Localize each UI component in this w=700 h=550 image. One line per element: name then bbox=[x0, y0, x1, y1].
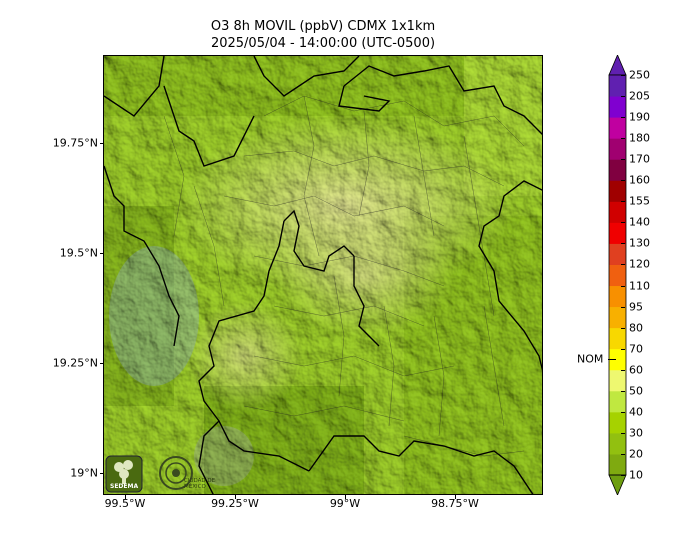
colorbar-tick-label: 60 bbox=[629, 363, 643, 377]
nom-tick bbox=[608, 359, 616, 361]
pollution-map bbox=[104, 56, 542, 494]
map-panel[interactable]: SEDEMA CIUDAD DE MÉXICO bbox=[103, 55, 543, 495]
lon-tick bbox=[235, 495, 236, 499]
colorbar-tick-label: 120 bbox=[629, 257, 650, 271]
colorbar-tick-label: 180 bbox=[629, 131, 650, 145]
colorbar-tick-label: 70 bbox=[629, 342, 643, 356]
colorbar-tick-label: 40 bbox=[629, 405, 643, 419]
lon-tick bbox=[125, 495, 126, 499]
colorbar-tick-label: 10 bbox=[629, 468, 643, 482]
colorbar-tick bbox=[621, 306, 625, 308]
colorbar-segment bbox=[609, 264, 626, 287]
lat-tick bbox=[100, 363, 104, 364]
cdmx-logo bbox=[159, 456, 193, 490]
colorbar-tick-label: 160 bbox=[629, 173, 650, 187]
colorbar-tick bbox=[621, 369, 625, 371]
lat-tick bbox=[100, 253, 104, 254]
colorbar-tick bbox=[621, 201, 625, 203]
lon-tick bbox=[345, 495, 346, 499]
colorbar-tick-label: 95 bbox=[629, 300, 643, 314]
colorbar-segment bbox=[609, 138, 626, 160]
colorbar bbox=[608, 55, 627, 495]
sedema-logo-text: SEDEMA bbox=[110, 483, 139, 490]
colorbar-tick bbox=[621, 117, 625, 119]
colorbar-segment bbox=[609, 369, 626, 392]
cdmx-logo-text: CIUDAD DE MÉXICO bbox=[184, 478, 216, 490]
colorbar-tick bbox=[621, 411, 625, 413]
colorbar-segment bbox=[609, 117, 626, 139]
lon-tick bbox=[455, 495, 456, 499]
colorbar-extend-high bbox=[608, 55, 627, 76]
lat-tick-label: 19.75°N bbox=[52, 136, 98, 150]
colorbar-tick bbox=[621, 159, 625, 161]
lon-tick-label: 99°W bbox=[329, 497, 361, 510]
colorbar-segment bbox=[609, 75, 626, 97]
colorbar-segment bbox=[609, 348, 626, 371]
colorbar-tick bbox=[621, 348, 625, 350]
map-title-line2: 2025/05/04 - 14:00:00 (UTC-0500) bbox=[210, 36, 436, 51]
colorbar-tick bbox=[621, 390, 625, 392]
colorbar-tick-label: 190 bbox=[629, 110, 650, 124]
lat-tick-label: 19.25°N bbox=[52, 356, 98, 370]
colorbar-tick bbox=[621, 432, 625, 434]
nom-label: NOM bbox=[577, 352, 604, 366]
sedema-logo bbox=[105, 455, 143, 493]
colorbar-segment bbox=[609, 306, 626, 329]
terrain-layer bbox=[104, 56, 542, 494]
colorbar-segment bbox=[609, 159, 626, 181]
colorbar-outline bbox=[608, 74, 627, 476]
colorbar-tick-label: 250 bbox=[629, 68, 650, 82]
lon-tick-label: 99.25°W bbox=[211, 497, 259, 510]
colorbar-tick-label: 170 bbox=[629, 152, 650, 166]
colorbar-tick bbox=[621, 180, 625, 182]
colorbar-tick-label: 20 bbox=[629, 447, 643, 461]
colorbar-tick bbox=[621, 243, 625, 245]
colorbar-tick bbox=[621, 222, 625, 224]
colorbar-segment bbox=[609, 285, 626, 308]
colorbar-tick-label: 130 bbox=[629, 236, 650, 250]
colorbar-tick-label: 205 bbox=[629, 89, 650, 103]
colorbar-segment bbox=[609, 390, 626, 413]
colorbar-tick bbox=[621, 453, 625, 455]
colorbar-segment bbox=[609, 222, 626, 244]
map-title-line1: O3 8h MOVIL (ppbV) CDMX 1x1km bbox=[210, 19, 436, 34]
colorbar-tick bbox=[621, 264, 625, 266]
colorbar-tick bbox=[621, 96, 625, 98]
colorbar-tick-label: 110 bbox=[629, 279, 650, 293]
colorbar-tick-label: 140 bbox=[629, 215, 650, 229]
lat-tick-label: 19.5°N bbox=[59, 246, 98, 260]
colorbar-segment bbox=[609, 432, 626, 455]
colorbar-segment bbox=[609, 243, 626, 265]
colorbar-segment bbox=[609, 327, 626, 350]
lat-tick-label: 19°N bbox=[70, 466, 98, 480]
colorbar-segment bbox=[609, 96, 626, 118]
colorbar-tick-label: 155 bbox=[629, 194, 650, 208]
colorbar-tick-label: 80 bbox=[629, 321, 643, 335]
lat-tick bbox=[100, 143, 104, 144]
colorbar-extend-low bbox=[608, 474, 627, 495]
colorbar-tick bbox=[621, 327, 625, 329]
lat-tick bbox=[100, 473, 104, 474]
colorbar-segment bbox=[609, 411, 626, 434]
lon-tick-label: 98.75°W bbox=[431, 497, 479, 510]
colorbar-tick bbox=[621, 75, 625, 76]
colorbar-tick-label: 30 bbox=[629, 426, 643, 440]
colorbar-tick bbox=[621, 138, 625, 140]
colorbar-segment bbox=[609, 180, 626, 202]
lon-tick-label: 99.5°W bbox=[104, 497, 146, 510]
colorbar-tick bbox=[621, 285, 625, 287]
colorbar-segment bbox=[609, 201, 626, 223]
colorbar-segment bbox=[609, 453, 626, 476]
state-boundaries bbox=[104, 56, 542, 494]
colorbar-tick bbox=[621, 475, 625, 476]
colorbar-tick-label: 50 bbox=[629, 384, 643, 398]
